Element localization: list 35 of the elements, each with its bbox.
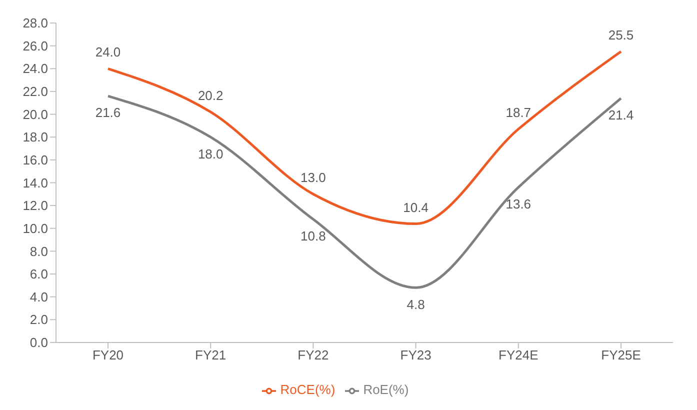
x-tick-label: FY21: [195, 348, 226, 363]
y-tick-label: 22.0: [22, 84, 48, 100]
y-tick-label: 6.0: [30, 266, 48, 282]
data-label: 4.8: [406, 296, 425, 312]
y-tick-label: 12.0: [22, 198, 48, 214]
x-tick-label: FY23: [400, 348, 432, 363]
y-tick-label: 16.0: [22, 152, 48, 168]
data-label: 10.8: [300, 228, 326, 244]
data-label: 13.0: [300, 170, 326, 186]
y-tick-label: 8.0: [30, 244, 48, 259]
y-tick-label: 2.0: [30, 312, 48, 328]
y-tick-label: 18.0: [22, 130, 48, 145]
x-tick-label: FY22: [298, 348, 329, 363]
data-label: 24.0: [95, 44, 121, 60]
legend-label: RoE(%): [363, 382, 409, 398]
y-tick-label: 28.0: [22, 16, 48, 31]
y-tick-label: 20.0: [22, 106, 48, 122]
y-tick-label: 4.0: [30, 289, 48, 304]
y-tick-label: 14.0: [22, 175, 48, 190]
y-tick-label: 26.0: [22, 38, 48, 54]
y-tick-label: 10.0: [22, 220, 48, 236]
y-tick-label: 24.0: [22, 61, 48, 76]
data-label: 10.4: [403, 200, 428, 215]
data-label: 25.5: [608, 28, 634, 43]
legend-label: RoCE(%): [280, 382, 336, 398]
data-label: 21.4: [608, 108, 634, 123]
data-label: 18.0: [198, 146, 224, 162]
data-label: 21.6: [95, 105, 121, 120]
data-label: 20.2: [198, 88, 224, 103]
x-tick-label: FY25E: [601, 348, 642, 363]
data-label: 18.7: [506, 105, 532, 120]
x-tick-label: FY20: [92, 348, 124, 363]
y-tick-label: 0.0: [30, 335, 48, 350]
data-label: 13.6: [506, 196, 532, 212]
x-tick-label: FY24E: [498, 348, 539, 363]
